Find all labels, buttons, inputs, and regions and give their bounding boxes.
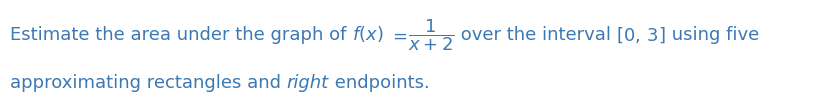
Text: $\dfrac{1}{x+2}$: $\dfrac{1}{x+2}$ (408, 18, 455, 53)
Text: endpoints.: endpoints. (328, 74, 430, 92)
Text: right: right (287, 74, 328, 92)
Text: $[0,\,3]$: $[0,\,3]$ (616, 25, 666, 45)
Text: approximating rectangles and: approximating rectangles and (10, 74, 287, 92)
Text: $f(x)$: $f(x)$ (352, 24, 383, 44)
Text: $\ =\ $: $\ =\ $ (383, 26, 408, 44)
Text: using five: using five (666, 26, 759, 44)
Text: over the interval: over the interval (455, 26, 616, 44)
Text: Estimate the area under the graph of: Estimate the area under the graph of (10, 26, 352, 44)
